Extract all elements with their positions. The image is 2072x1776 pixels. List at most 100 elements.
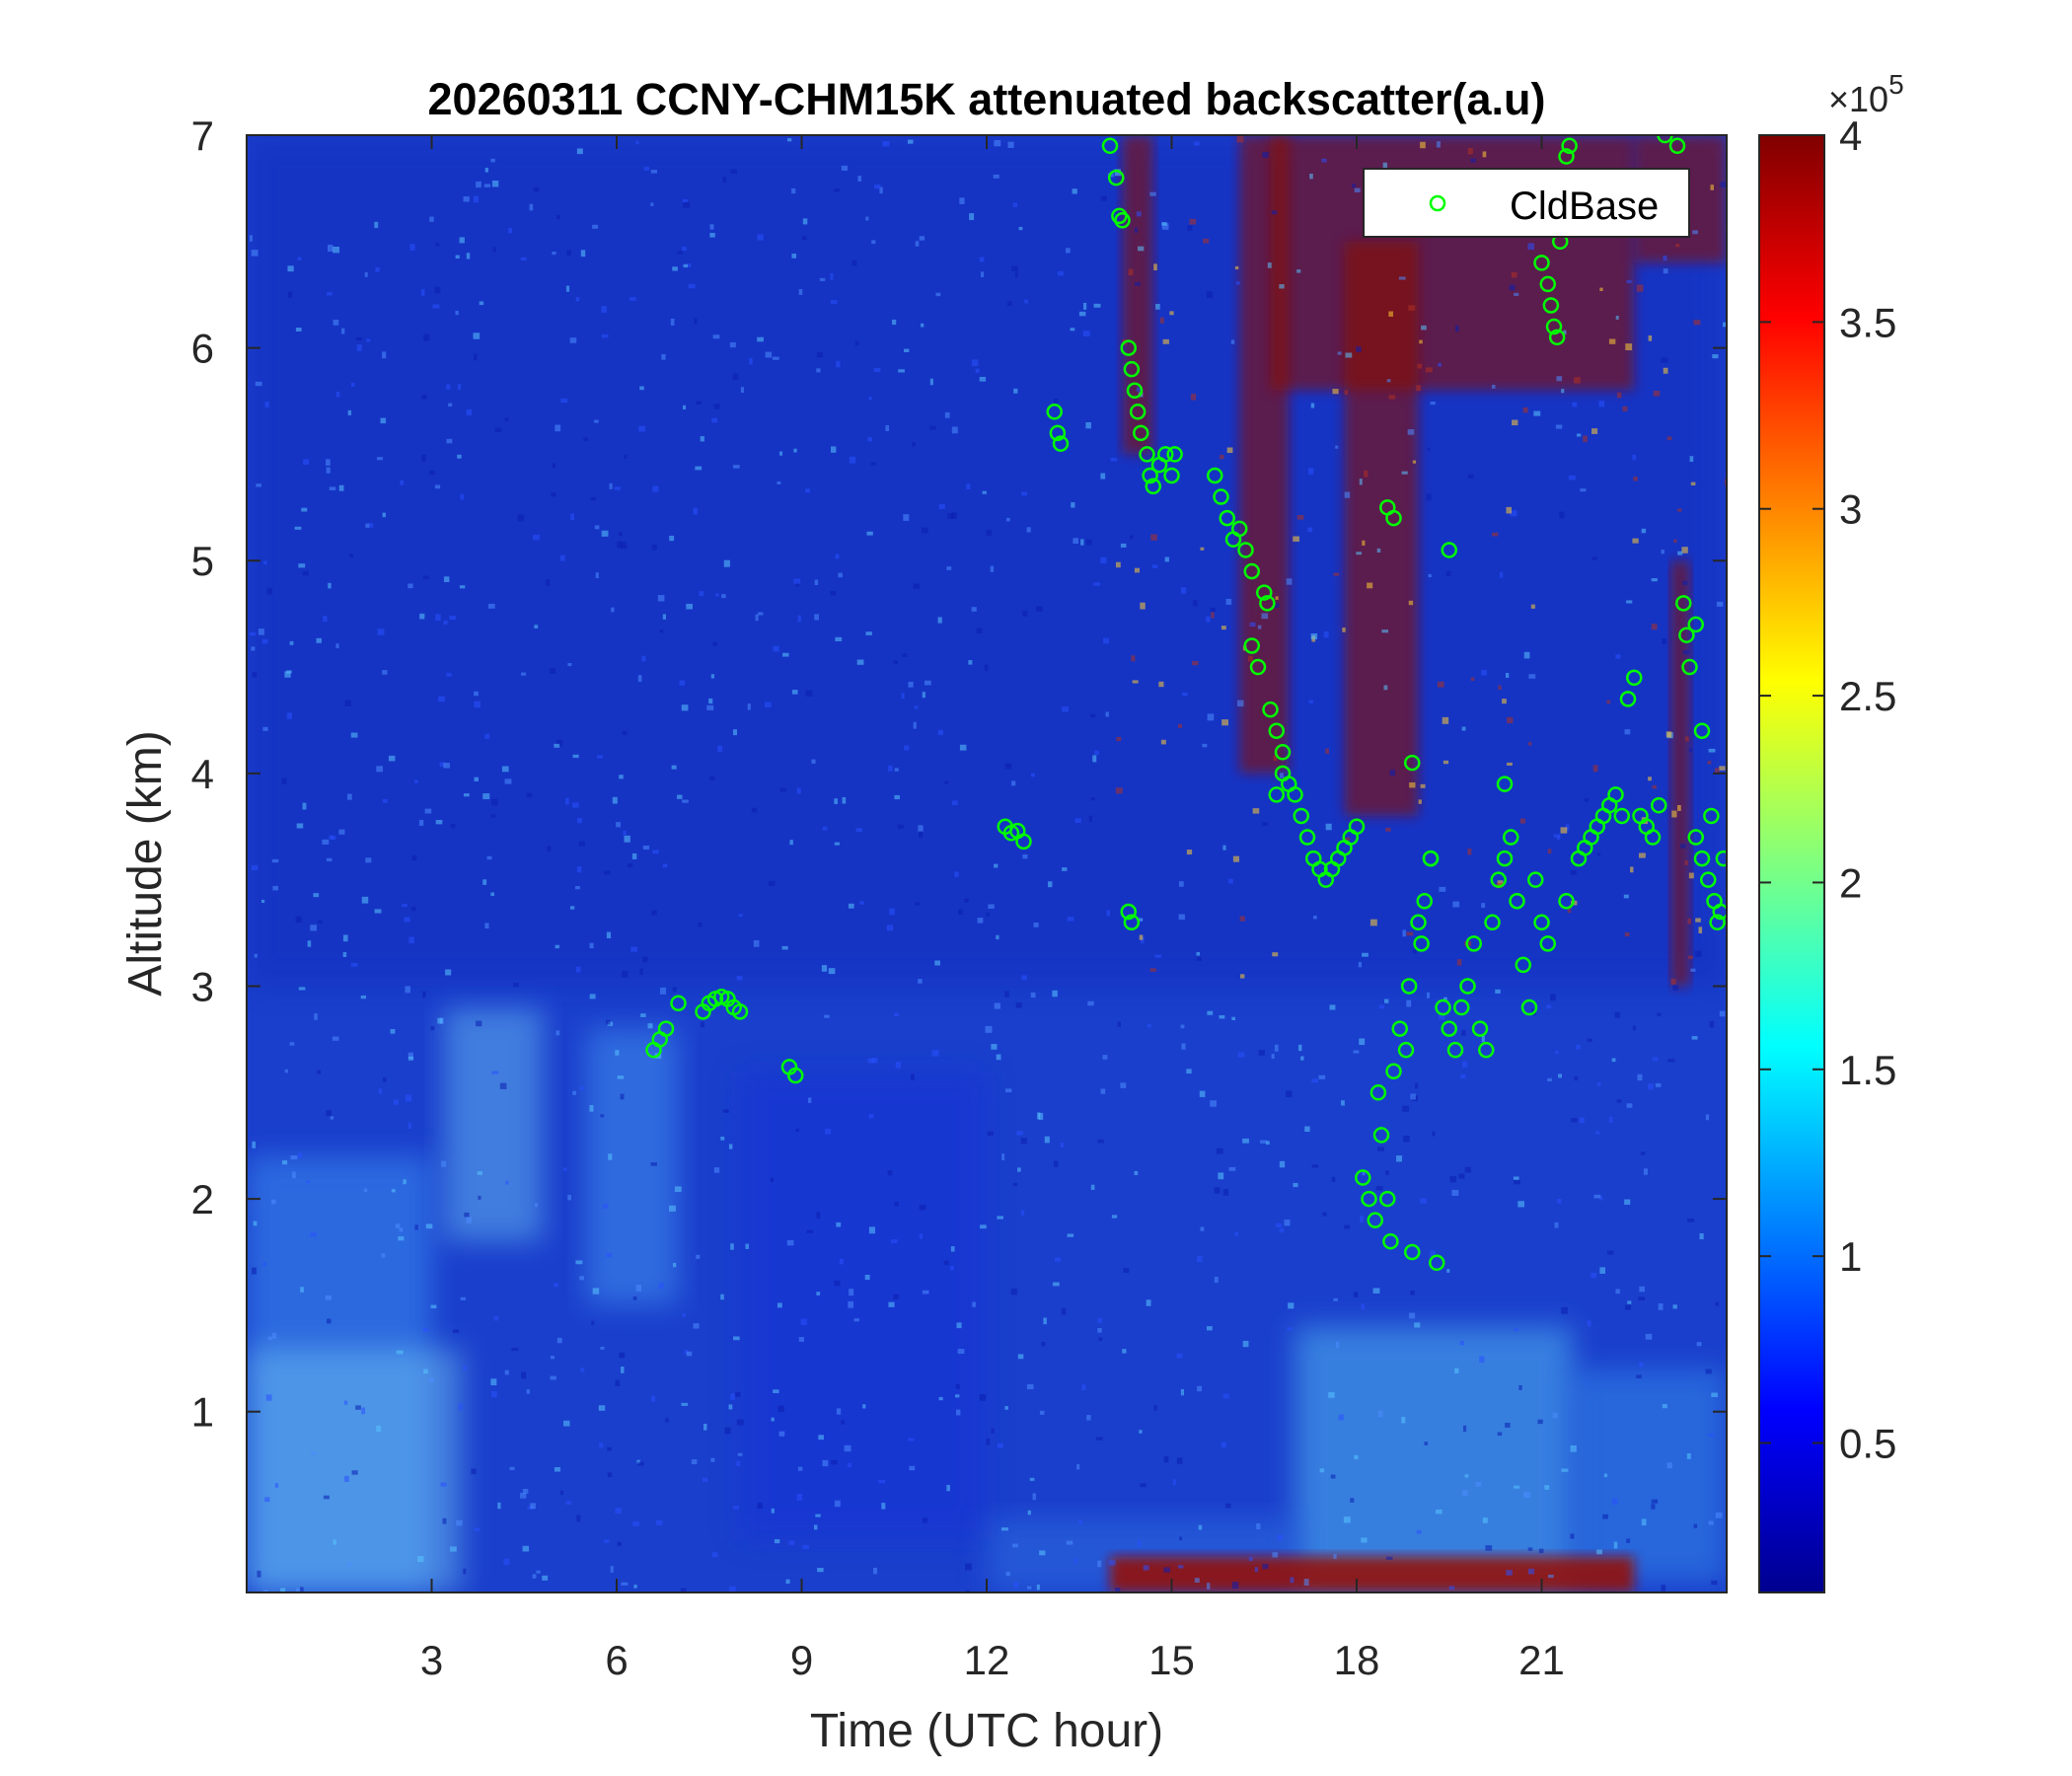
speckle bbox=[724, 1427, 731, 1435]
speckle bbox=[550, 1356, 555, 1360]
speckle bbox=[555, 424, 561, 432]
speckle bbox=[841, 1420, 846, 1425]
speckle bbox=[555, 944, 559, 949]
speckle bbox=[955, 1409, 961, 1416]
speckle bbox=[1153, 1405, 1157, 1411]
speckle bbox=[1262, 151, 1269, 158]
speckle bbox=[660, 987, 667, 995]
speckle bbox=[252, 672, 258, 678]
speckle bbox=[491, 798, 498, 806]
speckle bbox=[617, 541, 623, 549]
speckle bbox=[632, 1520, 639, 1526]
speckle bbox=[591, 1320, 595, 1325]
speckle bbox=[1560, 827, 1568, 834]
speckle bbox=[490, 1378, 497, 1386]
cloud-base-point bbox=[1213, 488, 1229, 505]
speckle bbox=[479, 301, 484, 306]
speckle bbox=[327, 1318, 332, 1324]
speckle bbox=[711, 1552, 718, 1558]
speckle bbox=[1206, 616, 1211, 623]
speckle bbox=[1538, 1548, 1544, 1554]
speckle bbox=[1187, 225, 1193, 231]
speckle bbox=[257, 1570, 261, 1578]
speckle bbox=[720, 1294, 724, 1300]
speckle bbox=[490, 158, 495, 163]
speckle bbox=[872, 1567, 877, 1575]
speckle bbox=[672, 1262, 677, 1268]
x-tick-label: 18 bbox=[1334, 1637, 1380, 1683]
speckle bbox=[1459, 1340, 1464, 1346]
speckle bbox=[1275, 596, 1279, 600]
speckle bbox=[1090, 1184, 1095, 1190]
cloud-base-point bbox=[1668, 137, 1686, 155]
cloud-base-point bbox=[1142, 467, 1158, 484]
speckle bbox=[885, 424, 890, 431]
cloud-base-point bbox=[1259, 595, 1276, 612]
speckle bbox=[1428, 573, 1432, 578]
speckle bbox=[1356, 552, 1363, 555]
speckle bbox=[1652, 1057, 1659, 1062]
speckle bbox=[614, 486, 621, 490]
speckle bbox=[1677, 551, 1683, 555]
speckle bbox=[1614, 1011, 1620, 1018]
speckle bbox=[1353, 1050, 1360, 1054]
speckle bbox=[1677, 508, 1682, 512]
speckle bbox=[455, 255, 460, 259]
speckle bbox=[977, 918, 984, 924]
speckle bbox=[951, 800, 958, 805]
speckle bbox=[1452, 901, 1460, 908]
speckle bbox=[997, 1443, 1003, 1448]
speckle bbox=[463, 793, 470, 797]
speckle bbox=[1015, 1002, 1022, 1008]
speckle bbox=[638, 425, 646, 432]
speckle bbox=[1523, 651, 1530, 659]
speckle bbox=[1385, 827, 1391, 832]
speckle bbox=[965, 1563, 972, 1571]
speckle bbox=[556, 214, 560, 220]
speckle bbox=[831, 446, 837, 453]
cloud-base-point bbox=[1545, 318, 1563, 335]
cloud-base-point bbox=[1046, 404, 1063, 420]
speckle bbox=[848, 1300, 853, 1308]
speckle bbox=[526, 1389, 530, 1394]
speckle bbox=[361, 1407, 366, 1415]
speckle bbox=[1352, 184, 1357, 188]
speckle bbox=[652, 850, 659, 854]
speckle bbox=[937, 729, 944, 735]
speckle bbox=[1570, 1533, 1575, 1539]
speckle bbox=[1206, 291, 1214, 299]
cloud-base-point bbox=[1644, 829, 1662, 846]
speckle bbox=[1708, 748, 1716, 753]
speckle bbox=[301, 507, 308, 512]
speckle bbox=[1356, 346, 1362, 352]
cloud-base-point bbox=[1219, 509, 1235, 527]
speckle bbox=[1016, 1131, 1023, 1136]
speckle bbox=[710, 674, 715, 679]
speckle bbox=[1290, 1577, 1295, 1584]
speckle bbox=[1574, 1075, 1579, 1081]
cloud-base-point bbox=[1490, 871, 1507, 888]
speckle bbox=[682, 799, 689, 803]
cloud-base-point bbox=[1268, 786, 1285, 803]
speckle bbox=[1222, 1393, 1229, 1399]
speckle bbox=[401, 904, 407, 908]
speckle bbox=[1513, 1180, 1520, 1185]
speckle bbox=[254, 953, 258, 958]
speckle bbox=[816, 1212, 821, 1220]
speckle bbox=[517, 514, 525, 522]
speckle bbox=[1416, 1529, 1422, 1534]
speckle bbox=[687, 263, 692, 267]
speckle bbox=[326, 1110, 333, 1117]
speckle bbox=[349, 554, 354, 557]
speckle bbox=[1375, 1186, 1383, 1191]
speckle bbox=[1098, 1337, 1103, 1341]
speckle bbox=[1724, 479, 1727, 486]
speckle bbox=[1026, 1586, 1032, 1590]
speckle bbox=[830, 300, 838, 304]
speckle bbox=[844, 1444, 851, 1452]
speckle bbox=[423, 1369, 428, 1374]
speckle bbox=[1122, 1349, 1127, 1354]
speckle bbox=[631, 852, 637, 859]
speckle bbox=[1407, 429, 1415, 435]
speckle bbox=[497, 1502, 501, 1510]
